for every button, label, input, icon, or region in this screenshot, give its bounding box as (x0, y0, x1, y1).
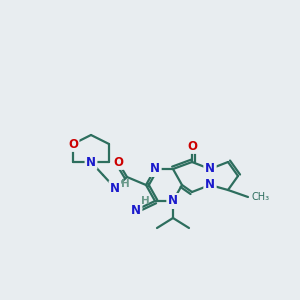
Text: O: O (113, 155, 123, 169)
Text: N: N (205, 178, 215, 191)
Text: N: N (131, 203, 141, 217)
Text: N: N (205, 178, 215, 191)
Text: O: O (187, 140, 197, 152)
Text: N: N (150, 163, 160, 176)
Text: CH₃: CH₃ (252, 192, 270, 202)
Text: O: O (68, 137, 78, 151)
Text: N: N (168, 194, 178, 208)
Text: N: N (205, 163, 215, 176)
Text: N: N (205, 163, 215, 176)
Text: N: N (110, 182, 120, 194)
Text: H: H (141, 196, 149, 206)
Text: N: N (150, 163, 160, 176)
Text: H: H (121, 179, 129, 189)
Text: N: N (86, 155, 96, 169)
Text: N: N (168, 194, 178, 208)
